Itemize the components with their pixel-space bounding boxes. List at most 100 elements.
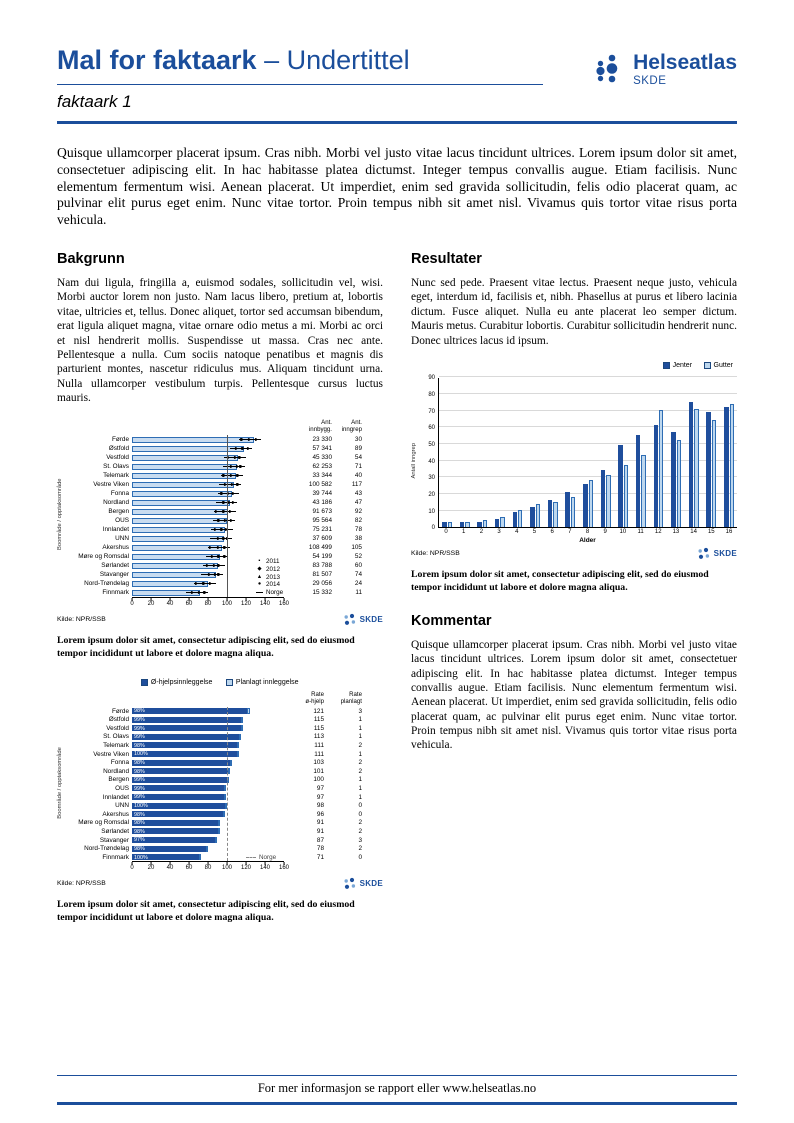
- chart1-year-marker: [197, 591, 200, 594]
- chart2-rate-acute-value: 113: [313, 733, 324, 741]
- chart1-inngrep-value: 82: [354, 517, 362, 525]
- chart2-row: Vestfold 99% 115 1: [68, 724, 383, 733]
- chart2-bar-track: 98%: [132, 827, 284, 836]
- chart2-plot-area: Førde 98% 121 3 Østfold 99% 115 1 Vestfold 99% 115…: [68, 706, 383, 862]
- chart1-innbygg-value: 23 330: [312, 436, 332, 444]
- chart1-frame: Boområde / opptaksområde Ant. innbygg. A…: [57, 419, 383, 610]
- chart2-planned-bar: [218, 819, 221, 826]
- chart1-inngrep-value: 38: [354, 535, 362, 543]
- chart1-innbygg-value: 45 330: [312, 454, 332, 462]
- chart2-rate-planned-value: 1: [358, 716, 362, 724]
- chart1-row: Akershus 108 499 105: [68, 543, 383, 552]
- chart2-bar-track: 99%: [132, 776, 284, 785]
- chart3-y-ticklabel: 30: [428, 475, 435, 482]
- chart1-range-line: [186, 592, 208, 594]
- chart3-bar-group: [583, 480, 593, 527]
- chart1-year-marker: [217, 564, 220, 567]
- chart1-norge-reference-line: [227, 435, 228, 598]
- skde-label: SKDE: [359, 615, 383, 625]
- chart2-axis-tickmark: [150, 862, 152, 865]
- section-heading-kommentar: Kommentar: [411, 612, 492, 629]
- chart2-planned-bar: [214, 837, 218, 843]
- helseatlas-logo: Helseatlas SKDE: [593, 49, 737, 89]
- chart1-region-label: Sørlandet: [101, 562, 129, 570]
- chart2-acute-bar: [132, 819, 219, 826]
- kommentar-body: Quisque ullamcorper placerat ipsum. Cras…: [411, 638, 737, 752]
- chart1-plot-area: Førde 23 330 30 Østfold 57 341 89 Vestfold 45 3…: [68, 435, 383, 598]
- chart3-jenter-bar: [477, 521, 482, 527]
- chart3-x-ticklabel: 15: [707, 529, 715, 536]
- chart2-acute-bar: [132, 725, 242, 732]
- chart2-bar-track: 99%: [132, 793, 284, 802]
- chart2-axis-line: 0 20 40 60 80 100 120 140 160: [130, 861, 289, 874]
- chart3-gutter-bar: [553, 501, 558, 527]
- chart1-legend-marker: ▪: [258, 558, 261, 565]
- chart3-legend-label: Gutter: [713, 361, 733, 369]
- chart2-annotation-headers: Rate ø-hjelp Rate planlagt: [68, 691, 383, 705]
- chart3-caption: Lorem ipsum dolor sit amet, consectetur …: [411, 569, 709, 594]
- intro-paragraph: Quisque ullamcorper placerat ipsum. Cras…: [57, 144, 737, 228]
- chart2-acute-bar: [132, 785, 225, 792]
- chart1-year-marker: [212, 564, 215, 567]
- chart2-rate-acute-value: 115: [313, 724, 324, 732]
- chart3-jenter-bar: [512, 511, 517, 527]
- chart3-gutter-bar: [518, 510, 523, 527]
- chart1-row: UNN 37 609 38: [68, 534, 383, 543]
- chart3-gutter-bar: [570, 496, 576, 527]
- chart2-planned-bar: [224, 785, 227, 792]
- skde-dots-icon: [344, 614, 355, 626]
- header: Mal for faktaark – Undertittel faktaark …: [57, 45, 737, 124]
- chart2-norge-dash-symbol: [246, 857, 256, 859]
- chart2-acute-bar: [132, 733, 240, 740]
- skde-dots-icon: [698, 548, 709, 560]
- chart1-year-marker: [210, 555, 213, 558]
- chart2-rate-planned-value: 1: [358, 733, 362, 741]
- chart1-axis-tickmark: [245, 598, 247, 601]
- chart2-share-label: 100%: [134, 854, 148, 861]
- chart1-row: Fonna 39 744 43: [68, 489, 383, 498]
- chart2-rate-planned-value: 2: [358, 819, 362, 827]
- footer-rule-thick: [57, 1101, 737, 1105]
- chart3-y-ticklabel: 50: [428, 442, 435, 449]
- chart1-region-label: Vestfold: [106, 454, 129, 462]
- footer-text: For mer informasjon se rapport eller www…: [257, 1080, 537, 1095]
- chart1-region-rates: Boområde / opptaksområde Ant. innbygg. A…: [57, 419, 383, 626]
- skde-logo: SKDE: [343, 877, 383, 890]
- chart2-rate-planned-value: 1: [358, 793, 362, 801]
- chart2-share-label: 98%: [134, 742, 145, 749]
- chart2-rate-planned-value: 2: [358, 759, 362, 767]
- chart1-axis-tickmark: [169, 598, 171, 601]
- chart2-acute-bar: [132, 845, 207, 852]
- chart3-gutter-bar: [659, 410, 664, 527]
- chart3-jenter-bar: [583, 483, 588, 527]
- chart1-legend-year: 2013: [266, 573, 281, 581]
- chart3-jenter-bar: [724, 406, 729, 527]
- chart1-region-label: UNN: [115, 535, 129, 543]
- chart2-acute-bar: [132, 776, 227, 783]
- chart3-gridline: [439, 509, 737, 511]
- chart3-bar-group: [618, 445, 629, 527]
- chart2-acute-bar: [132, 759, 230, 766]
- chart1-row: Førde 23 330 30: [68, 435, 383, 444]
- chart2-row: Møre og Romsdal 98% 91 2: [68, 819, 383, 828]
- chart1-year-marker: [223, 483, 227, 486]
- chart3-gridline: [439, 476, 737, 477]
- logo-wordmark: Helseatlas: [633, 50, 737, 74]
- chart3-jenter-bar: [618, 445, 623, 527]
- chart1-region-label: OUS: [115, 517, 129, 525]
- chart2-share-label: 97%: [134, 837, 145, 844]
- chart2-share-label: 99%: [134, 734, 145, 741]
- chart3-gridline: [439, 442, 737, 444]
- chart2-share-label: 99%: [134, 777, 145, 784]
- chart3-gutter-bar: [623, 465, 629, 527]
- chart1-bar-track: [132, 453, 284, 462]
- chart1-year-marker: [194, 582, 197, 585]
- chart1-year-marker: [221, 510, 225, 513]
- chart2-row: Akershus 98% 96 0: [68, 810, 383, 819]
- chart1-x-axis: 0 20 40 60 80 100 120 140 160: [68, 597, 383, 610]
- chart2-acute-bar: [132, 828, 219, 835]
- chart2-planned-bar: [218, 828, 221, 835]
- chart1-inngrep-value: 92: [354, 508, 362, 516]
- chart1-rate-bar: [132, 454, 239, 461]
- chart1-innbygg-value: 91 673: [312, 508, 332, 516]
